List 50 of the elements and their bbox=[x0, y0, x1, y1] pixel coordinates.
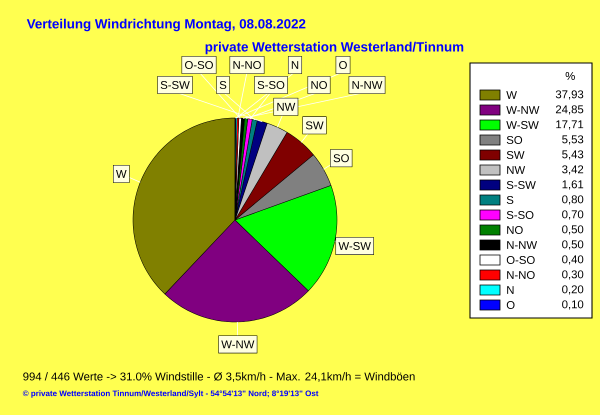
data-label: 24,85 bbox=[556, 105, 584, 115]
data-label: 3,42 bbox=[562, 165, 584, 175]
data-label: 37,93 bbox=[556, 90, 584, 100]
legend-label: W bbox=[506, 91, 517, 99]
slice-label: S-SW bbox=[160, 80, 190, 90]
slice-label: NW bbox=[277, 102, 296, 111]
slice-label: O bbox=[339, 60, 347, 70]
legend-label: O-SO bbox=[506, 256, 535, 264]
data-label: 0,40 bbox=[562, 255, 584, 265]
data-label: 0,70 bbox=[562, 210, 584, 220]
data-label: 0,50 bbox=[562, 225, 584, 235]
legend-label: N-NW bbox=[507, 241, 538, 249]
data-label: 0,30 bbox=[562, 270, 584, 280]
slice-label: SW bbox=[306, 121, 324, 130]
data-label: 0,10 bbox=[562, 300, 584, 310]
slice-label: W-NW bbox=[221, 340, 254, 348]
legend-label: W-NW bbox=[506, 106, 540, 114]
slice-label: SO bbox=[334, 154, 349, 162]
legend-label: NW bbox=[507, 166, 526, 174]
legend-label: O bbox=[506, 300, 515, 310]
slice-label: W-SW bbox=[338, 242, 371, 250]
legend-title: % bbox=[566, 72, 575, 80]
legend-label: W-SW bbox=[506, 120, 539, 130]
data-label: 5,43 bbox=[562, 150, 584, 160]
data-label: 0,20 bbox=[562, 285, 584, 295]
slice-label: N-NW bbox=[352, 81, 382, 89]
chart-title: Verteilung Windrichtung Montag, 08.08.2022 bbox=[26, 18, 306, 32]
chart-subtitle: private Wetterstation Westerland/Tinnum bbox=[206, 42, 464, 54]
legend-label: SW bbox=[506, 150, 524, 160]
legend-label: SO bbox=[506, 136, 522, 144]
slice-label: S bbox=[220, 80, 226, 90]
legend-label: N-NO bbox=[507, 270, 535, 280]
legend-label: S-SO bbox=[506, 210, 534, 220]
slice-label: NO bbox=[311, 80, 327, 90]
slice-label: W bbox=[116, 170, 127, 178]
legend-label: S bbox=[506, 196, 514, 204]
data-label: 17,71 bbox=[556, 120, 584, 130]
data-label: 0,80 bbox=[562, 195, 584, 205]
legend-label: NO bbox=[507, 226, 523, 234]
slice-label: N bbox=[292, 61, 298, 69]
slice-label: S-SO bbox=[258, 80, 284, 90]
data-label: 0,50 bbox=[562, 240, 584, 250]
slice-label: N-NO bbox=[233, 60, 261, 70]
legend-label: N bbox=[507, 286, 514, 294]
slice-label: O-SO bbox=[185, 60, 213, 70]
data-label: 1,61 bbox=[562, 180, 584, 190]
text: © private Wetterstation Tinnum/Westerland/Sylt - 54°54'13" Nord; 8°19'13" Ost bbox=[22, 390, 318, 398]
data-label: 5,53 bbox=[562, 135, 584, 145]
legend-label: S-SW bbox=[506, 180, 536, 190]
text: 994 / 446 Werte -> 31.0% Windstille - Ø 3,5km/h - Max. 24,1km/h = Windböen bbox=[23, 372, 415, 382]
